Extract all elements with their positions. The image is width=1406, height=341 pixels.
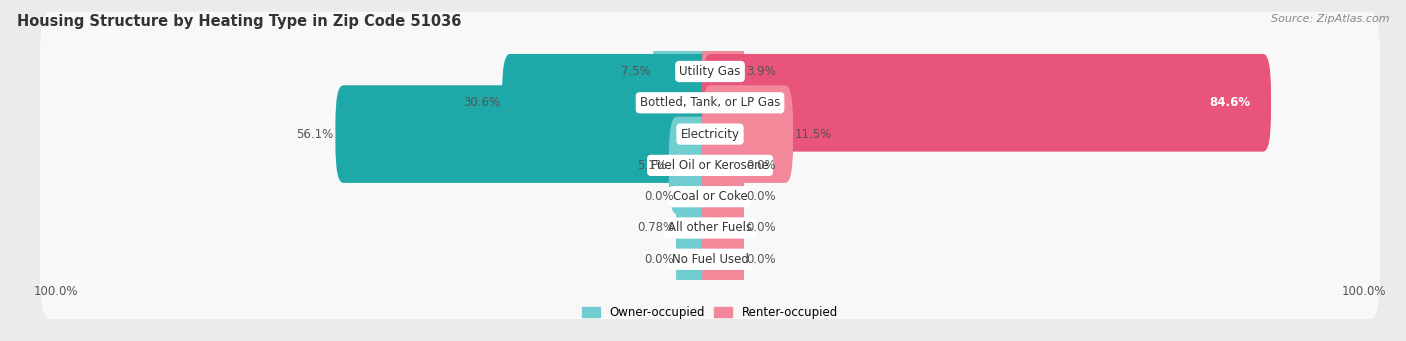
FancyBboxPatch shape: [702, 210, 744, 308]
Text: 0.0%: 0.0%: [747, 190, 776, 203]
Text: 84.6%: 84.6%: [1209, 96, 1250, 109]
FancyBboxPatch shape: [702, 54, 1271, 152]
Text: 0.0%: 0.0%: [644, 190, 673, 203]
FancyBboxPatch shape: [702, 179, 744, 277]
FancyBboxPatch shape: [39, 74, 1381, 194]
Text: 0.0%: 0.0%: [747, 253, 776, 266]
FancyBboxPatch shape: [669, 117, 718, 214]
FancyBboxPatch shape: [654, 23, 718, 120]
FancyBboxPatch shape: [39, 199, 1381, 319]
FancyBboxPatch shape: [676, 210, 718, 308]
Text: 5.1%: 5.1%: [637, 159, 666, 172]
Text: Electricity: Electricity: [681, 128, 740, 140]
FancyBboxPatch shape: [39, 12, 1381, 131]
Text: 0.0%: 0.0%: [747, 159, 776, 172]
FancyBboxPatch shape: [336, 85, 718, 183]
Text: Coal or Coke: Coal or Coke: [672, 190, 748, 203]
FancyBboxPatch shape: [702, 148, 744, 246]
FancyBboxPatch shape: [676, 179, 718, 277]
Text: 0.78%: 0.78%: [637, 222, 673, 235]
Text: Source: ZipAtlas.com: Source: ZipAtlas.com: [1271, 14, 1389, 24]
Text: All other Fuels: All other Fuels: [668, 222, 752, 235]
Text: 56.1%: 56.1%: [297, 128, 333, 140]
Text: Housing Structure by Heating Type in Zip Code 51036: Housing Structure by Heating Type in Zip…: [17, 14, 461, 29]
Text: No Fuel Used: No Fuel Used: [672, 253, 748, 266]
Text: Bottled, Tank, or LP Gas: Bottled, Tank, or LP Gas: [640, 96, 780, 109]
FancyBboxPatch shape: [676, 148, 718, 246]
Text: 0.0%: 0.0%: [747, 222, 776, 235]
Text: 30.6%: 30.6%: [463, 96, 501, 109]
FancyBboxPatch shape: [702, 117, 744, 214]
FancyBboxPatch shape: [39, 106, 1381, 225]
Text: 3.9%: 3.9%: [747, 65, 776, 78]
Text: 11.5%: 11.5%: [794, 128, 832, 140]
FancyBboxPatch shape: [39, 43, 1381, 163]
FancyBboxPatch shape: [702, 23, 744, 120]
FancyBboxPatch shape: [39, 137, 1381, 256]
FancyBboxPatch shape: [702, 85, 793, 183]
Text: Utility Gas: Utility Gas: [679, 65, 741, 78]
FancyBboxPatch shape: [502, 54, 718, 152]
Text: 7.5%: 7.5%: [621, 65, 651, 78]
Text: Fuel Oil or Kerosene: Fuel Oil or Kerosene: [651, 159, 769, 172]
Legend: Owner-occupied, Renter-occupied: Owner-occupied, Renter-occupied: [578, 301, 842, 324]
Text: 0.0%: 0.0%: [644, 253, 673, 266]
FancyBboxPatch shape: [39, 168, 1381, 288]
